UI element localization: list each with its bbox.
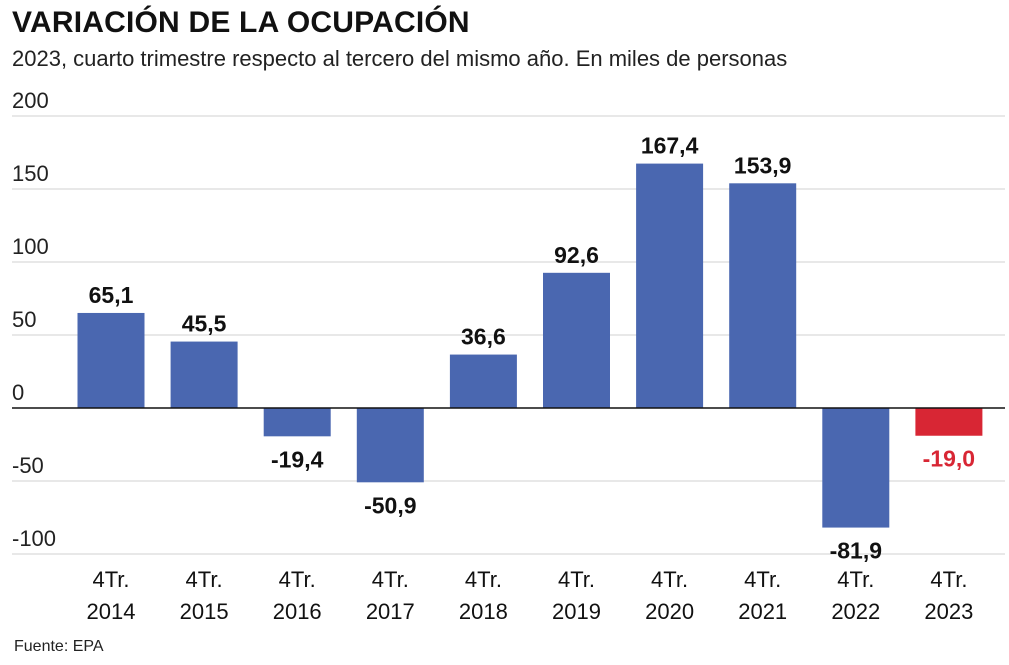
bar [356,408,424,483]
data-label: 36,6 [461,324,506,350]
x-category-label: 4Tr. 2018 [459,567,508,624]
data-label: 167,4 [641,133,699,159]
bar [543,272,610,408]
x-category-label: 4Tr. 2015 [180,567,229,624]
data-label: 65,1 [89,282,134,308]
y-tick-label: -100 [12,526,56,551]
data-label: -50,9 [364,492,416,518]
x-category-labels: 4Tr. 2014 4Tr. 2015 4Tr. 2016 4Tr. 2017 4Tr. 2018… [87,567,974,624]
bar [636,163,704,408]
x-category-label: 4Tr. 2019 [552,567,601,624]
grid-lines [12,115,1005,555]
data-label: 92,6 [554,242,599,268]
y-tick-label: 50 [12,307,36,332]
x-category-label: 4Tr. 2017 [366,567,415,624]
bars [77,163,983,528]
x-category-label: 4Tr. 2014 [87,567,136,624]
data-label: 45,5 [182,311,227,337]
bar [263,408,331,437]
bar [170,341,238,408]
y-tick-labels: 200 150 100 50 0 -50 -100 [12,88,56,551]
y-tick-label: 150 [12,161,49,186]
x-category-label: 4Tr. 2021 [738,567,787,624]
chart-title: VARIACIÓN DE LA OCUPACIÓN [12,6,470,39]
bar [449,354,517,408]
x-category-label: 4Tr. 2016 [273,567,322,624]
y-tick-label: 0 [12,380,24,405]
x-category-label: 4Tr. 2022 [831,567,880,624]
data-label: -19,4 [271,446,324,472]
y-tick-label: 100 [12,234,49,259]
source-note: Fuente: EPA [14,638,104,655]
bar [729,183,797,408]
data-label: 153,9 [734,152,792,178]
bar [822,408,890,528]
x-category-label: 4Tr. 2020 [645,567,694,624]
data-labels: 65,1 45,5 -19,4 -50,9 36,6 92,6 167,4 153,9 -81,… [89,133,976,564]
bar [915,408,983,436]
bar [77,312,145,408]
y-tick-label: 200 [12,88,49,113]
y-tick-label: -50 [12,453,44,478]
data-label: -19,0 [923,446,975,472]
x-category-label: 4Tr. 2023 [924,567,973,624]
data-label: -81,9 [830,538,882,564]
chart-subtitle: 2023, cuarto trimestre respecto al terce… [12,46,788,71]
